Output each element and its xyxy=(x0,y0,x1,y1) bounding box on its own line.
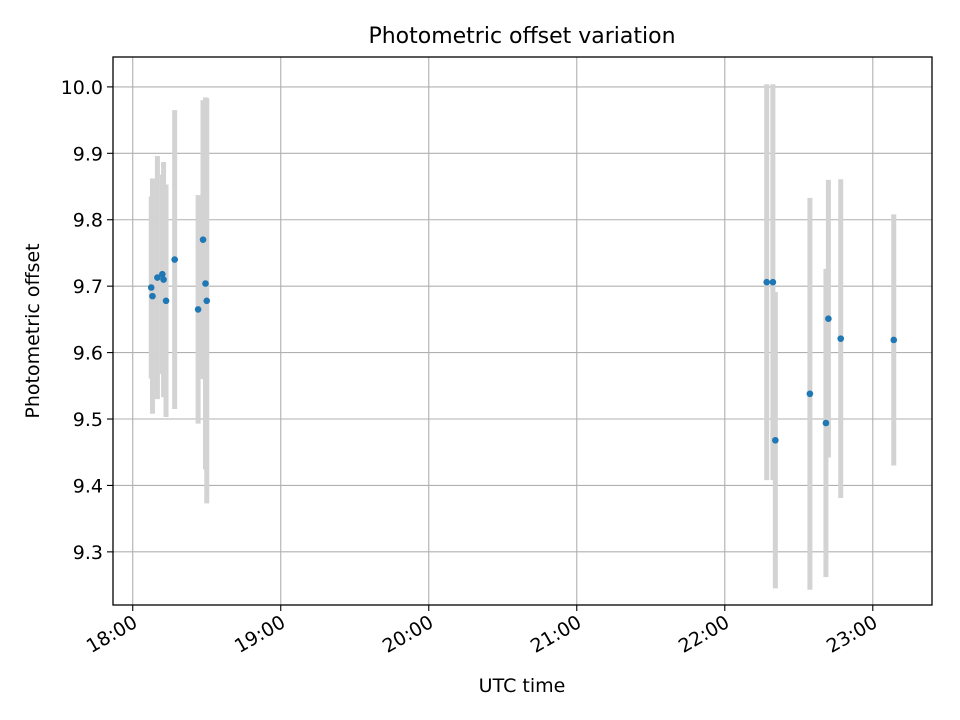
data-point xyxy=(171,256,178,263)
y-tick-label: 9.4 xyxy=(73,475,103,497)
y-tick-label: 10.0 xyxy=(61,77,103,99)
y-tick-label: 9.6 xyxy=(73,343,103,365)
grid xyxy=(113,57,932,605)
data-points xyxy=(147,236,898,444)
data-point xyxy=(769,278,777,286)
data-point xyxy=(772,436,779,444)
plot-frame xyxy=(112,56,933,606)
x-axis-label: UTC time xyxy=(479,675,566,697)
data-point xyxy=(837,335,845,342)
data-point xyxy=(154,274,161,281)
x-tick-label: 21:00 xyxy=(527,611,585,657)
data-point xyxy=(825,315,832,323)
data-point xyxy=(162,297,170,305)
data-point xyxy=(194,306,202,313)
y-axis: 9.3 9.4 9.5 9.6 9.7 9.8 9.9 10.0 xyxy=(61,77,113,564)
x-tick-label: 20:00 xyxy=(379,611,437,657)
data-point xyxy=(199,236,207,243)
y-axis-label: Photometric offset xyxy=(22,243,44,418)
error-bars xyxy=(148,84,897,590)
y-tick-label: 9.9 xyxy=(73,143,103,165)
data-point xyxy=(822,419,830,427)
x-tick-label: 18:00 xyxy=(83,611,141,657)
y-tick-label: 9.3 xyxy=(73,542,103,564)
x-tick-label: 22:00 xyxy=(675,611,733,657)
chart-title: Photometric offset variation xyxy=(368,24,675,49)
y-tick-label: 9.8 xyxy=(73,210,103,232)
x-axis: 18:00 19:00 20:00 21:00 22:00 23:00 xyxy=(83,605,881,658)
x-tick-label: 19:00 xyxy=(231,611,289,657)
data-point xyxy=(203,297,211,305)
data-point xyxy=(806,390,814,398)
x-tick-label: 23:00 xyxy=(823,611,881,657)
data-point xyxy=(147,284,155,291)
data-point xyxy=(763,278,771,286)
data-point xyxy=(149,292,156,300)
data-point xyxy=(202,280,209,287)
data-point xyxy=(159,270,166,278)
data-point xyxy=(160,276,167,283)
y-tick-label: 9.5 xyxy=(73,409,103,431)
data-point xyxy=(890,336,898,344)
y-tick-label: 9.7 xyxy=(73,276,103,298)
